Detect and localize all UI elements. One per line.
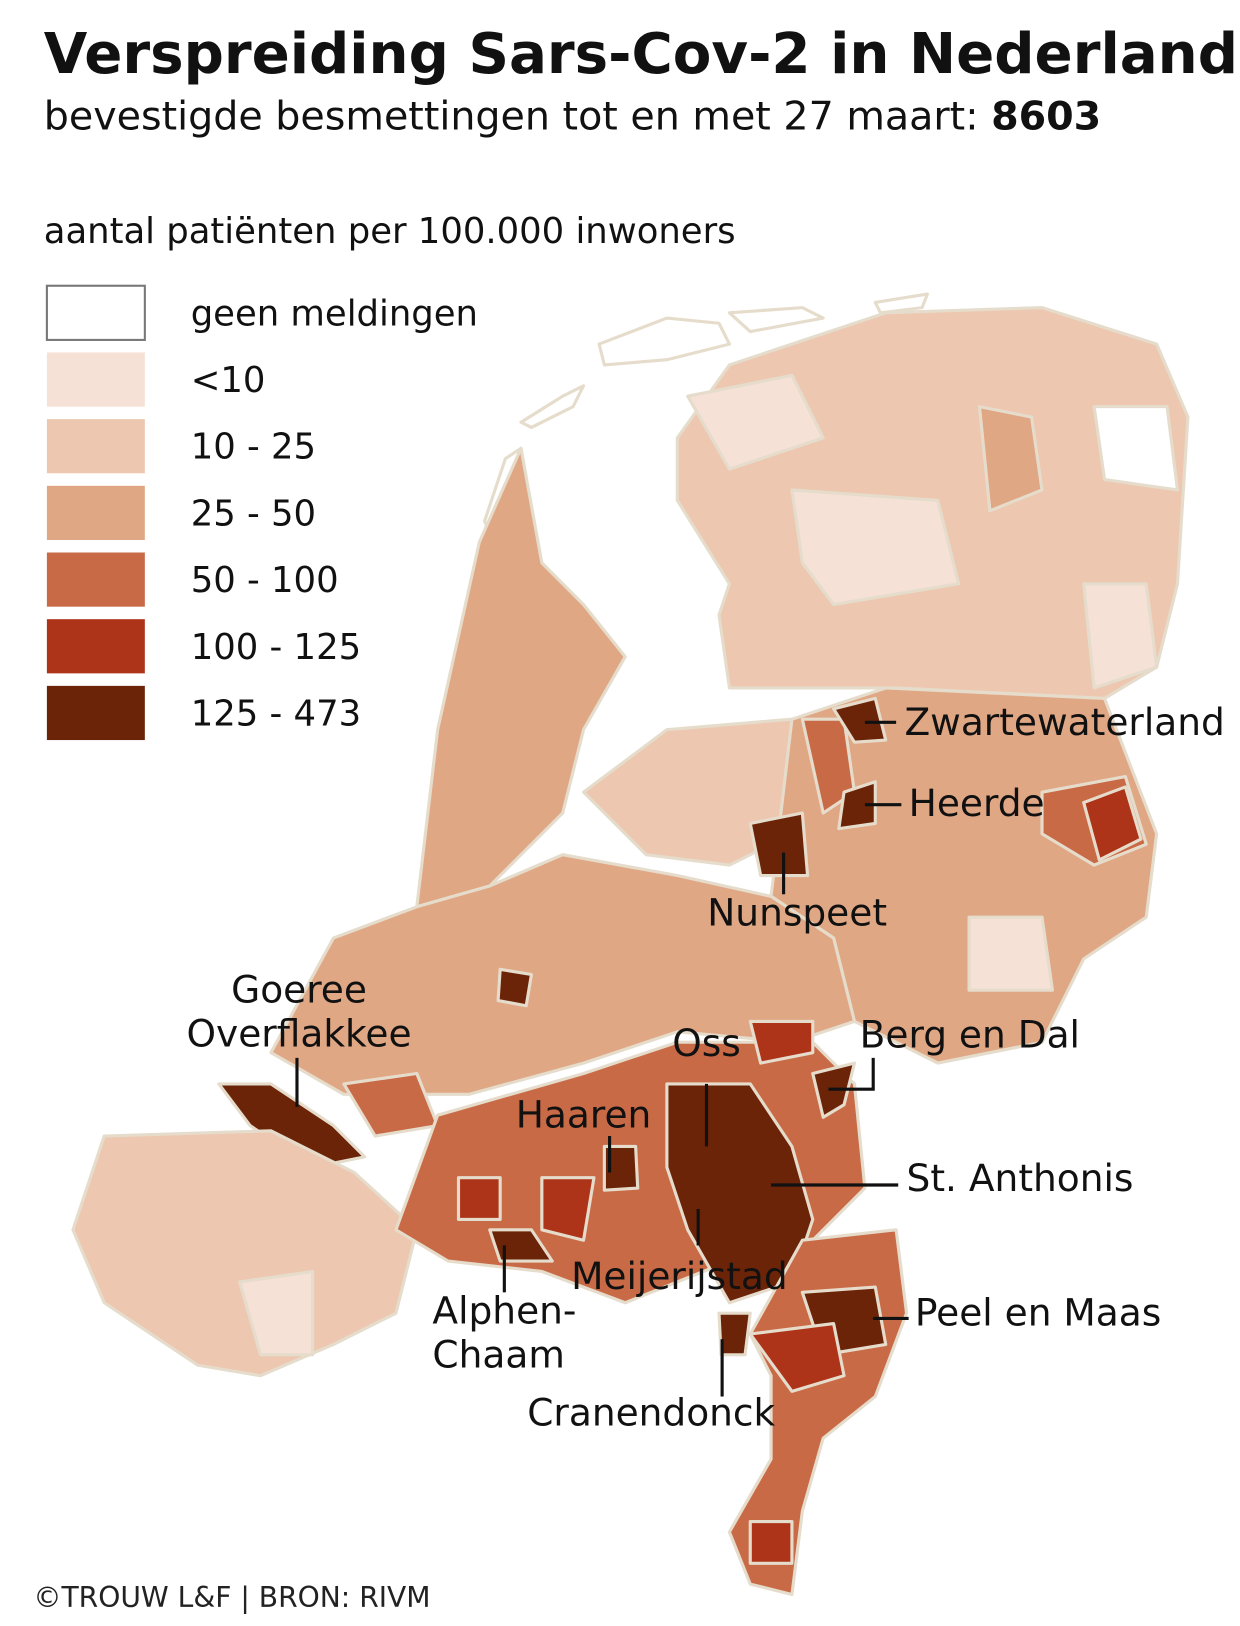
region	[686, 373, 825, 471]
annotation: Zwartewaterland	[904, 700, 1224, 744]
title: Verspreiding Sars-Cov-2 in Nederland	[44, 22, 1238, 87]
annotation: Meijerijstad	[571, 1254, 788, 1298]
region-haaren	[602, 1144, 640, 1192]
annotation-line: Cranendonck	[527, 1391, 775, 1435]
annotation-line: Zwartewaterland	[904, 700, 1224, 744]
region	[748, 1019, 815, 1065]
region	[238, 1269, 315, 1357]
region	[456, 1176, 502, 1221]
legend-label: 125 - 473	[191, 693, 361, 734]
region	[1092, 405, 1180, 492]
region-north-holland	[415, 446, 627, 909]
legend-label: 10 - 25	[191, 427, 316, 468]
region	[748, 1520, 794, 1565]
annotation-line: Berg en Dal	[860, 1012, 1080, 1056]
annotation: Cranendonck	[527, 1391, 775, 1435]
annotation: Berg en Dal	[860, 1012, 1080, 1056]
leader	[828, 1057, 875, 1091]
region	[790, 488, 961, 607]
annotation: Haaren	[516, 1093, 652, 1137]
subtitle: bevestigde besmettingen tot en met 27 ma…	[44, 93, 1101, 139]
region	[748, 1322, 846, 1393]
annotation-line: Peel en Maas	[915, 1291, 1161, 1335]
annotation-line: Meijerijstad	[571, 1254, 788, 1298]
annotations: Zwartewaterland Heerde Nunspeet Goeree Overf…	[187, 700, 1225, 1435]
island	[873, 292, 929, 315]
annotation-line: Nunspeet	[707, 891, 887, 935]
annotation: Goeree Overflakkee	[187, 968, 412, 1056]
annotation: Heerde	[909, 781, 1045, 825]
annotation-line: Haaren	[516, 1093, 652, 1137]
region	[1082, 785, 1143, 862]
legend: geen meldingen <10 10 - 25 25 - 50 50 - 100 1…	[45, 284, 478, 741]
legend-label: 50 - 100	[191, 560, 339, 601]
annotation-line: Goeree	[231, 968, 367, 1012]
map	[71, 292, 1190, 1597]
annotation-line: Oss	[672, 1021, 741, 1065]
annotation: Oss	[672, 1021, 741, 1065]
region	[540, 1176, 596, 1242]
region	[1082, 582, 1159, 690]
region-zeeland	[71, 1129, 419, 1378]
legend-label: 25 - 50	[191, 493, 316, 534]
credit: ©TROUW L&F | BRON: RIVM	[33, 1581, 430, 1614]
annotation-line: Heerde	[909, 781, 1045, 825]
legend-swatch	[45, 284, 146, 341]
annotation: Peel en Maas	[915, 1291, 1161, 1335]
legend-title: aantal patiënten per 100.000 inwoners	[44, 211, 736, 252]
region-goeree	[217, 1082, 367, 1169]
subtitle-text: bevestigde besmettingen tot en met 27 ma…	[44, 93, 979, 139]
legend-swatch	[46, 485, 145, 540]
island	[519, 384, 586, 430]
region-zwartewaterland	[832, 696, 888, 744]
legend-swatch	[46, 619, 145, 674]
annotation-line: Alphen-	[432, 1289, 576, 1333]
legend-swatch	[46, 419, 145, 474]
annotation-line: Chaam	[432, 1332, 564, 1376]
region	[967, 915, 1055, 992]
legend-label: 100 - 125	[191, 627, 361, 668]
annotation: St. Anthonis	[907, 1156, 1134, 1200]
region-heerde	[837, 780, 877, 831]
region-cranendonck	[717, 1311, 752, 1357]
annotation: Alphen-Chaam	[432, 1289, 576, 1377]
legend-swatch	[46, 685, 145, 741]
region	[977, 405, 1044, 513]
legend-swatch	[46, 352, 145, 407]
leader-lines	[295, 720, 909, 1397]
annotation-line: Overflakkee	[187, 1011, 412, 1055]
island	[597, 316, 731, 367]
subtitle-total: 8603	[991, 93, 1101, 139]
region-nunspeet	[748, 811, 810, 878]
island	[727, 306, 825, 334]
legend-swatch	[46, 552, 145, 607]
legend-label: <10	[191, 360, 266, 401]
region	[496, 967, 533, 1008]
legend-label: geen meldingen	[191, 293, 478, 334]
annotation: Nunspeet	[707, 891, 887, 935]
annotation-line: St. Anthonis	[907, 1156, 1134, 1200]
